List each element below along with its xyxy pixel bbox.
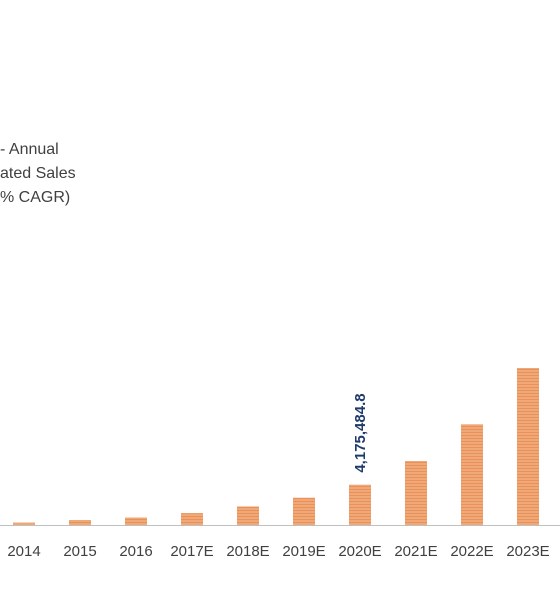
bar-2023e [517, 368, 539, 525]
x-tick-label-2016: 2016 [119, 543, 152, 560]
x-tick-label-2014: 2014 [7, 543, 40, 560]
legend-text: - Annual ated Sales % CAGR) [0, 138, 140, 210]
legend-line-3: % CAGR) [0, 186, 140, 210]
bar-2015 [69, 520, 91, 525]
x-tick-label-2019e: 2019E [282, 543, 325, 560]
data-label-2020e: 4,175,484.8 [352, 393, 369, 472]
x-tick-label-2015: 2015 [63, 543, 96, 560]
bar-2020e [349, 485, 371, 525]
bar-2021e [405, 461, 427, 525]
x-tick-label-2020e: 2020E [338, 543, 381, 560]
x-tick-label-2022e: 2022E [450, 543, 493, 560]
legend-line-1: - Annual [0, 138, 140, 162]
bar-2016 [125, 518, 147, 526]
bar-2014 [13, 523, 35, 525]
bar-2017e [181, 513, 203, 525]
x-tick-label-2023e: 2023E [506, 543, 549, 560]
x-tick-label-2018e: 2018E [226, 543, 269, 560]
legend-line-2: ated Sales [0, 162, 140, 186]
bar-2019e [293, 498, 315, 525]
x-tick-label-2017e: 2017E [170, 543, 213, 560]
bar-2022e [461, 424, 483, 525]
bar-2018e [237, 506, 259, 525]
x-tick-label-2021e: 2021E [394, 543, 437, 560]
